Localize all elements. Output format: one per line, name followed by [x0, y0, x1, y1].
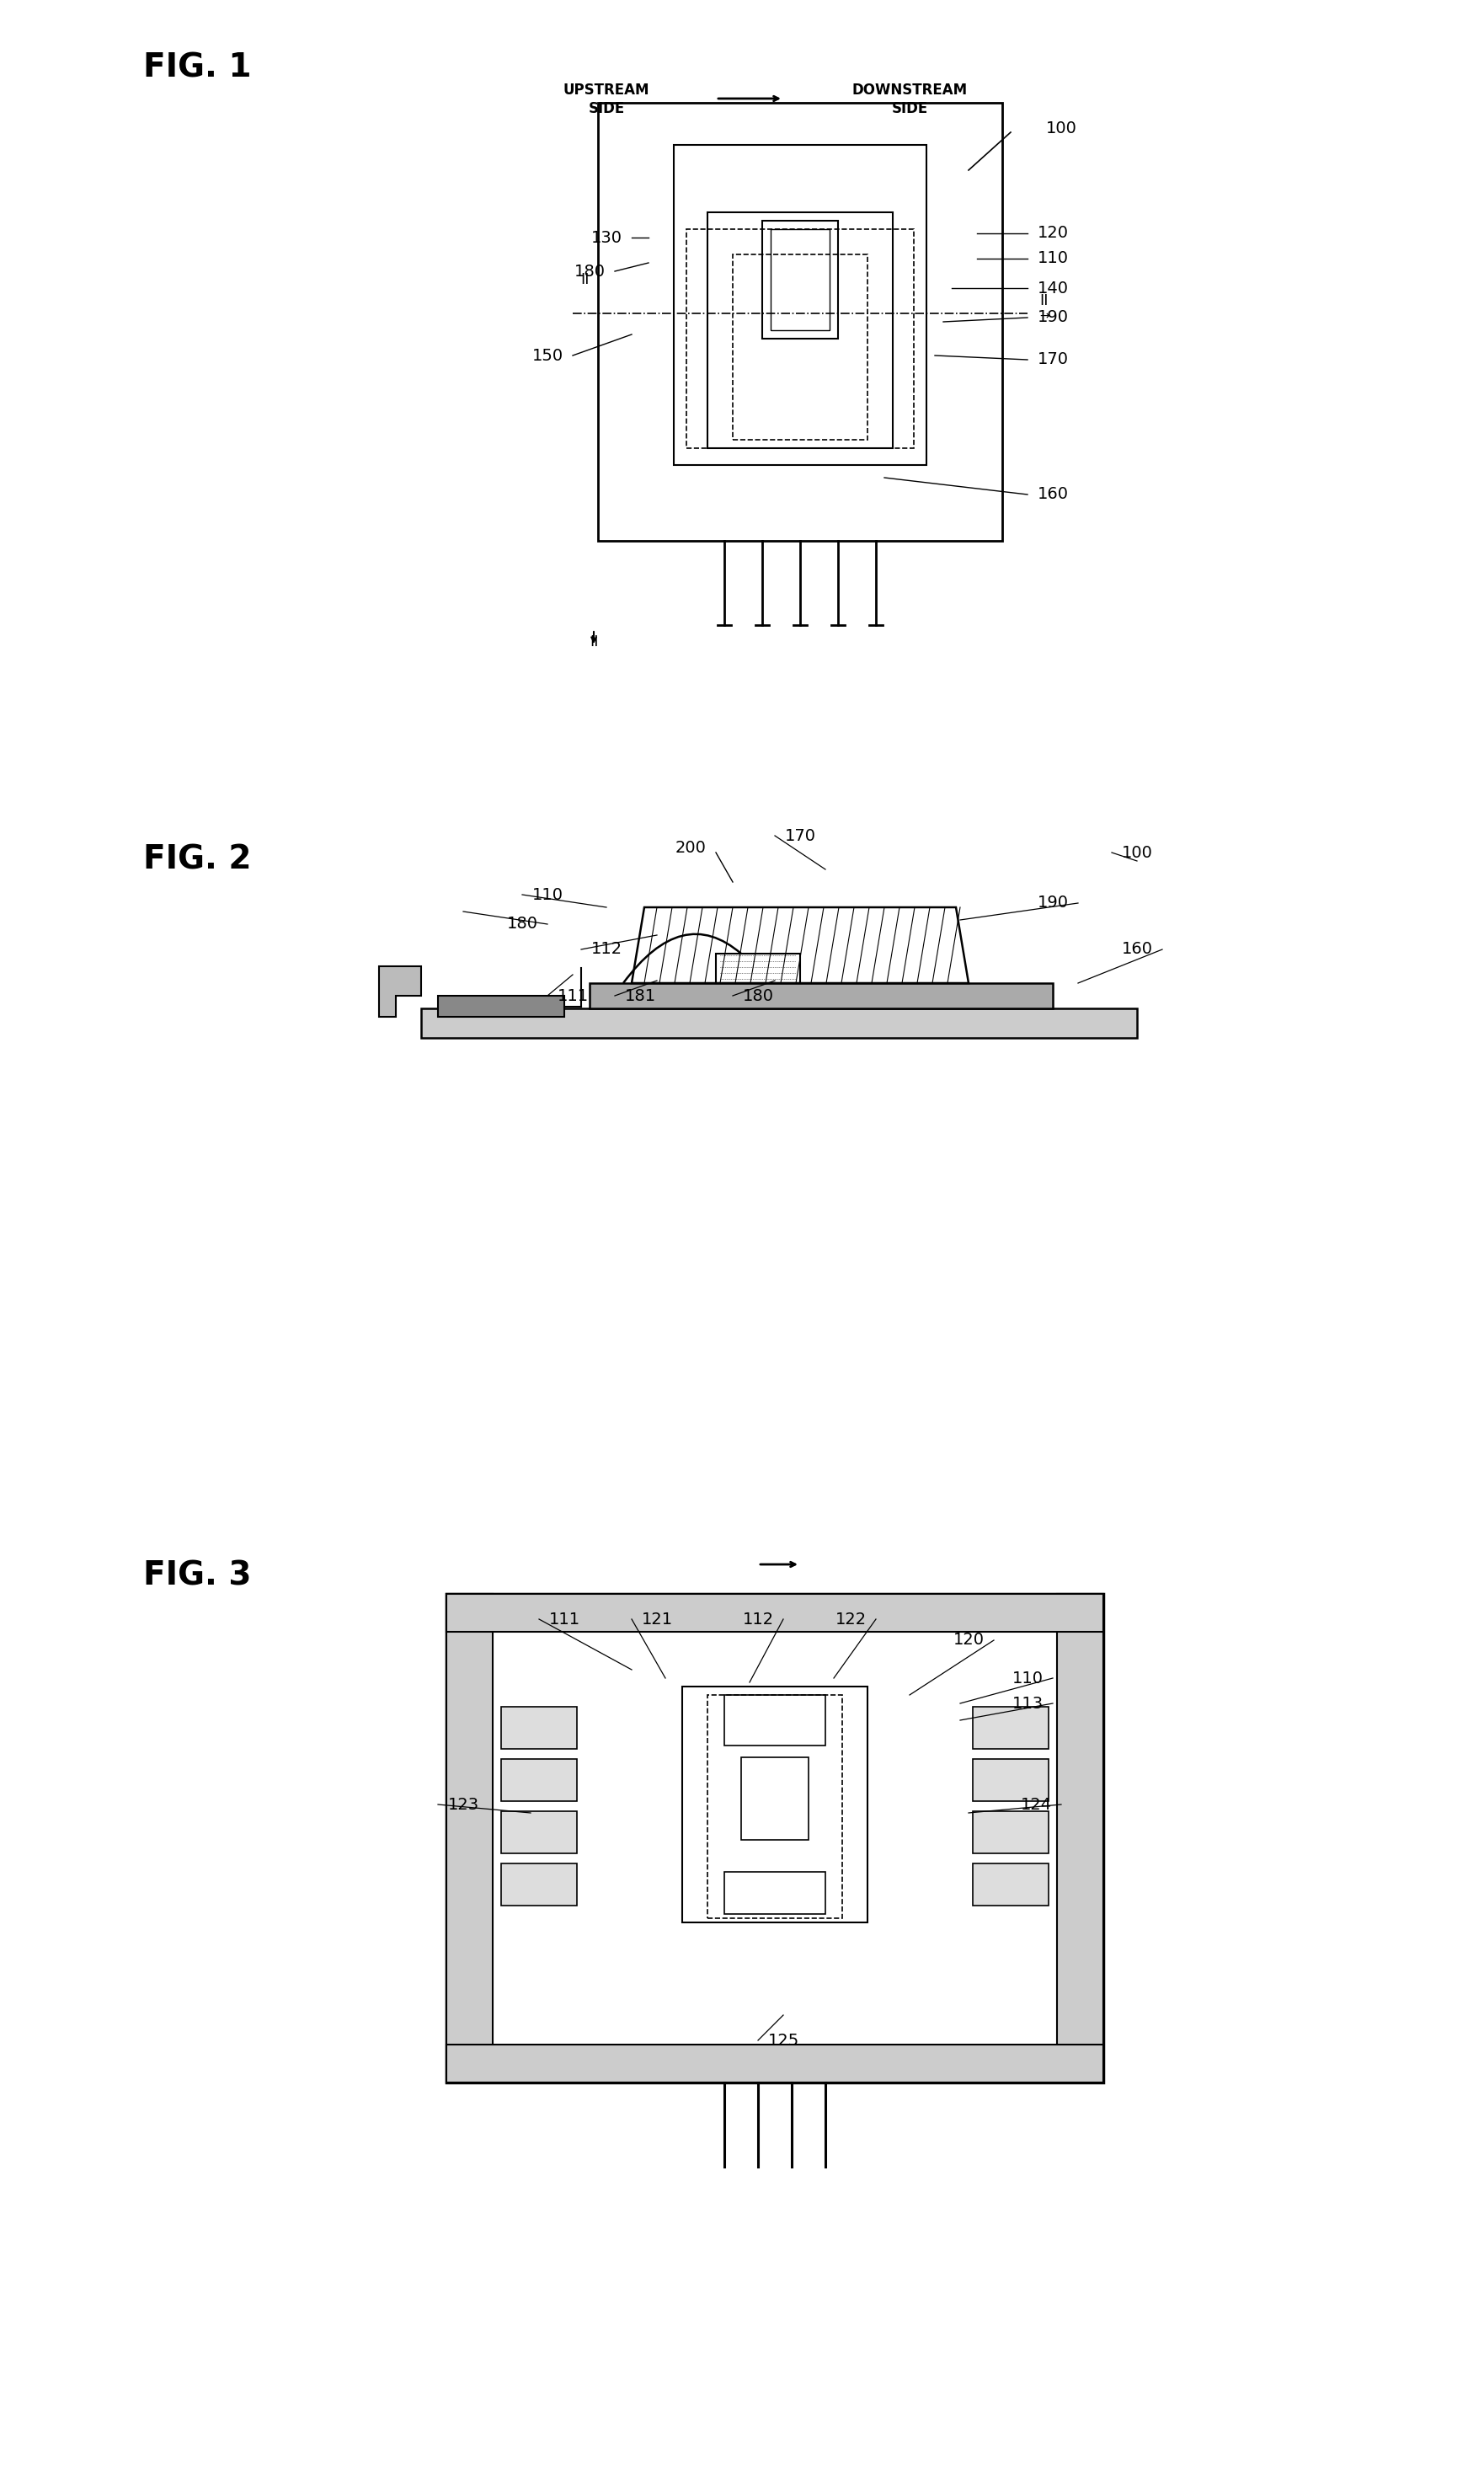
Text: 113: 113: [1012, 1694, 1043, 1712]
Text: FIG. 3: FIG. 3: [142, 1561, 251, 1593]
Text: II: II: [589, 635, 598, 650]
Bar: [447, 1593, 1103, 2082]
Bar: [708, 1694, 843, 1919]
Text: UPSTREAM: UPSTREAM: [564, 82, 650, 99]
Bar: [715, 953, 800, 983]
Bar: [447, 1593, 1103, 1633]
Bar: [502, 1707, 577, 1749]
Text: 160: 160: [1037, 487, 1068, 501]
Bar: [502, 1759, 577, 1801]
Text: 123: 123: [448, 1796, 479, 1813]
Text: II: II: [1040, 294, 1049, 309]
Text: 100: 100: [1122, 845, 1153, 860]
Text: 140: 140: [1037, 279, 1068, 296]
Bar: [770, 230, 830, 331]
Bar: [438, 995, 564, 1018]
Text: 170: 170: [785, 827, 816, 845]
Text: FIG. 2: FIG. 2: [142, 845, 251, 877]
Bar: [724, 1694, 825, 1746]
Bar: [974, 1862, 1049, 1904]
Text: 170: 170: [1037, 351, 1068, 368]
Text: 190: 190: [1037, 309, 1068, 326]
Text: 190: 190: [1037, 894, 1068, 911]
Text: 181: 181: [625, 988, 656, 1003]
Text: 120: 120: [953, 1633, 984, 1647]
Text: 200: 200: [675, 840, 706, 857]
Text: 125: 125: [767, 2033, 798, 2048]
Text: 180: 180: [506, 916, 537, 931]
Bar: [1057, 1593, 1103, 2082]
Text: 130: 130: [591, 230, 622, 245]
Text: 180: 180: [574, 264, 605, 279]
Bar: [974, 1707, 1049, 1749]
Text: 112: 112: [591, 941, 622, 958]
Text: 150: 150: [531, 348, 562, 363]
Text: 100: 100: [1046, 121, 1077, 136]
Bar: [502, 1811, 577, 1852]
Text: SIDE: SIDE: [588, 101, 625, 116]
Text: 180: 180: [742, 988, 773, 1003]
Bar: [589, 983, 1052, 1008]
Text: FIG. 1: FIG. 1: [142, 52, 251, 84]
Polygon shape: [378, 966, 421, 1018]
Text: II: II: [580, 272, 589, 287]
Bar: [447, 1593, 493, 2082]
Bar: [733, 254, 868, 440]
Bar: [683, 1687, 868, 1922]
Text: SIDE: SIDE: [892, 101, 928, 116]
Bar: [763, 220, 838, 338]
Text: 111: 111: [556, 988, 588, 1003]
Text: 122: 122: [835, 1610, 867, 1628]
Text: 160: 160: [1122, 941, 1153, 958]
Text: 110: 110: [531, 887, 562, 902]
Bar: [674, 146, 926, 464]
Text: 120: 120: [1037, 225, 1068, 242]
Bar: [708, 212, 893, 447]
Bar: [974, 1759, 1049, 1801]
Text: 110: 110: [1012, 1670, 1043, 1687]
Bar: [724, 1872, 825, 1914]
Text: 110: 110: [1037, 249, 1068, 267]
Text: →: →: [1039, 311, 1049, 321]
Bar: [741, 1756, 809, 1840]
Text: 111: 111: [549, 1610, 580, 1628]
Bar: [598, 104, 1002, 541]
Bar: [974, 1811, 1049, 1852]
Text: 112: 112: [742, 1610, 773, 1628]
Bar: [447, 2045, 1103, 2082]
Bar: [421, 1008, 1137, 1037]
Text: 124: 124: [1021, 1796, 1052, 1813]
Bar: [502, 1862, 577, 1904]
Bar: [687, 230, 914, 447]
Text: 121: 121: [641, 1610, 672, 1628]
Text: DOWNSTREAM: DOWNSTREAM: [852, 82, 968, 99]
